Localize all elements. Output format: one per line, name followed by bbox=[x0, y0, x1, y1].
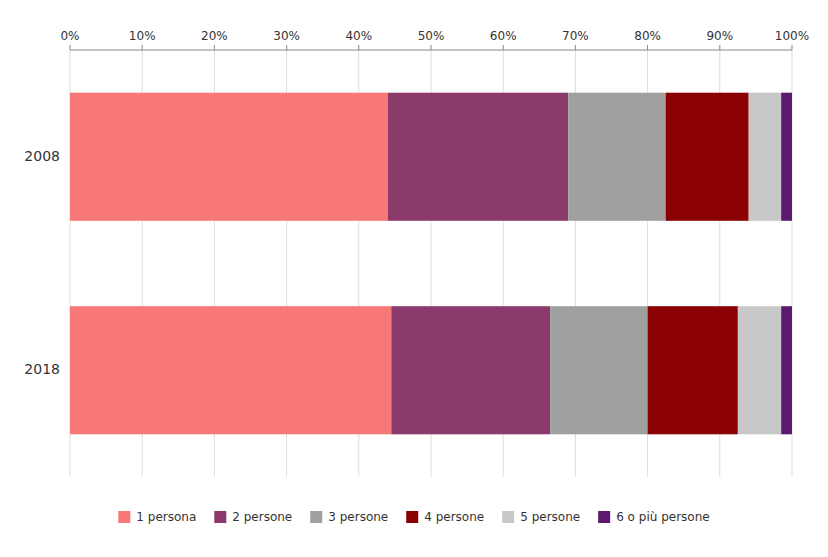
tick-mark bbox=[286, 45, 287, 50]
bars bbox=[70, 93, 792, 435]
bar bbox=[388, 93, 569, 221]
legend-swatch bbox=[406, 511, 418, 523]
tick-label: 90% bbox=[706, 29, 733, 43]
category-label: 2008 bbox=[24, 148, 60, 164]
tick-label: 50% bbox=[418, 29, 445, 43]
legend-label: 4 persone bbox=[424, 510, 484, 524]
legend-swatch bbox=[310, 511, 322, 523]
legend-label: 2 persone bbox=[232, 510, 292, 524]
tick-label: 60% bbox=[490, 29, 517, 43]
tick-label: 10% bbox=[129, 29, 156, 43]
tick-mark bbox=[431, 45, 432, 50]
tick-label: 0% bbox=[60, 29, 79, 43]
legend-swatch bbox=[598, 511, 610, 523]
chart: 0% 10% 20% 30% 40% 50% 60% 70% 80% 90% 100% 2008 201… bbox=[0, 0, 828, 557]
legend-swatch bbox=[214, 511, 226, 523]
bar bbox=[391, 306, 550, 434]
bar bbox=[550, 306, 647, 434]
bar bbox=[70, 93, 388, 221]
bar bbox=[738, 306, 781, 434]
category-label: 2018 bbox=[24, 361, 60, 377]
legend-label: 5 persone bbox=[520, 510, 580, 524]
bar bbox=[749, 93, 781, 221]
tick-mark bbox=[214, 45, 215, 50]
tick-label: 20% bbox=[201, 29, 228, 43]
tick-mark bbox=[503, 45, 504, 50]
bar bbox=[648, 306, 738, 434]
y-axis: 2008 2018 bbox=[24, 148, 60, 378]
tick-mark bbox=[142, 45, 143, 50]
tick-mark bbox=[719, 45, 720, 50]
legend-item: 5 persone bbox=[502, 510, 580, 524]
bar bbox=[781, 306, 792, 434]
tick-label: 100% bbox=[775, 29, 809, 43]
tick-mark bbox=[575, 45, 576, 50]
tick-mark bbox=[792, 45, 793, 50]
tick-label: 40% bbox=[345, 29, 372, 43]
legend-label: 1 persona bbox=[136, 510, 196, 524]
legend-swatch bbox=[502, 511, 514, 523]
legend-swatch bbox=[118, 511, 130, 523]
grid bbox=[70, 50, 792, 477]
legend-item: 3 persone bbox=[310, 510, 388, 524]
legend-label: 3 persone bbox=[328, 510, 388, 524]
legend: 1 persona 2 persone 3 persone 4 persone 5 pe… bbox=[118, 510, 709, 524]
tick-label: 30% bbox=[273, 29, 300, 43]
bar bbox=[568, 93, 665, 221]
bar bbox=[666, 93, 749, 221]
bar bbox=[781, 93, 792, 221]
legend-item: 4 persone bbox=[406, 510, 484, 524]
tick-label: 70% bbox=[562, 29, 589, 43]
legend-item: 2 persone bbox=[214, 510, 292, 524]
legend-label: 6 o più persone bbox=[616, 510, 710, 524]
tick-mark bbox=[70, 45, 71, 50]
tick-mark bbox=[358, 45, 359, 50]
legend-item: 6 o più persone bbox=[598, 510, 710, 524]
tick-label: 80% bbox=[634, 29, 661, 43]
legend-item: 1 persona bbox=[118, 510, 196, 524]
tick-mark bbox=[647, 45, 648, 50]
x-axis: 0% 10% 20% 30% 40% 50% 60% 70% 80% 90% 100% bbox=[60, 29, 809, 50]
bar bbox=[70, 306, 391, 434]
